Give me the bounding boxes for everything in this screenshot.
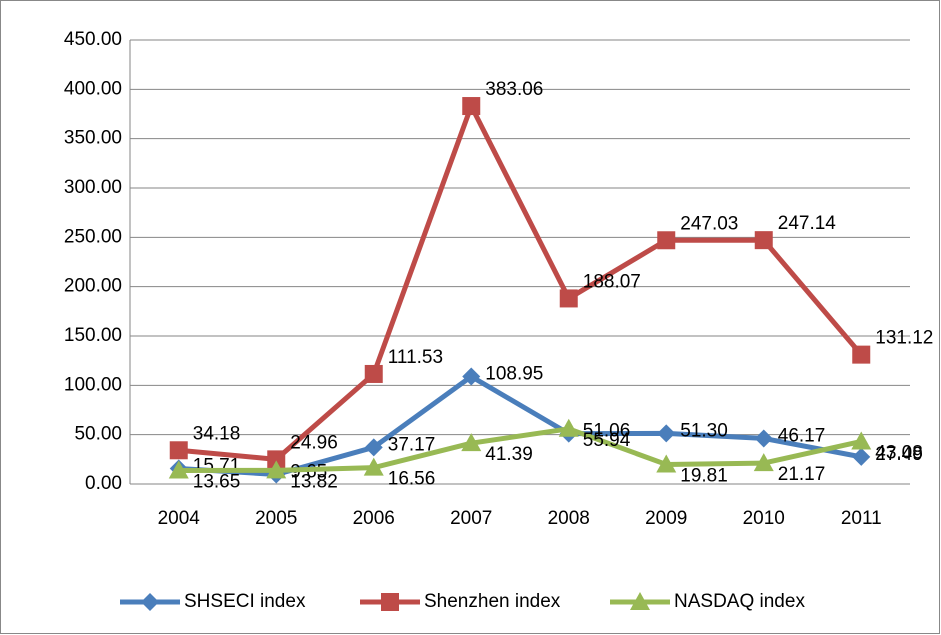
- y-tick-label: 200.00: [64, 276, 122, 297]
- y-tick-label: 350.00: [64, 128, 122, 149]
- x-tick-label: 2004: [158, 508, 201, 529]
- marker: [851, 431, 872, 450]
- legend-label: Shenzhen index: [424, 591, 561, 612]
- marker: [630, 592, 650, 610]
- marker: [754, 429, 773, 448]
- marker: [754, 231, 773, 250]
- marker: [364, 364, 383, 383]
- x-tick-label: 2006: [353, 508, 395, 529]
- data-label: 383.06: [485, 79, 543, 100]
- data-label: 27.49: [875, 444, 923, 465]
- series-line: [178, 426, 862, 474]
- data-label: 55.94: [583, 430, 631, 451]
- data-label: 51.30: [680, 420, 728, 441]
- data-label: 34.18: [193, 423, 241, 444]
- data-label: 131.12: [875, 328, 933, 349]
- data-label: 24.96: [290, 432, 338, 453]
- data-label: 108.95: [485, 364, 543, 385]
- marker: [266, 460, 287, 479]
- series-line: [178, 103, 864, 462]
- marker: [169, 441, 188, 460]
- data-label: 188.07: [583, 271, 641, 292]
- data-label: 19.81: [680, 465, 728, 486]
- marker: [381, 593, 399, 611]
- legend-label: NASDAQ index: [674, 591, 805, 612]
- marker: [168, 460, 189, 479]
- marker: [141, 593, 159, 611]
- x-tick-label: 2008: [548, 508, 590, 529]
- marker: [462, 367, 481, 386]
- data-label: 41.39: [485, 444, 533, 465]
- x-tick-label: 2005: [255, 508, 297, 529]
- marker: [852, 345, 871, 364]
- marker: [363, 457, 384, 476]
- data-label: 46.17: [778, 425, 826, 446]
- x-tick-label: 2010: [743, 508, 785, 529]
- data-label: 21.17: [778, 464, 826, 485]
- data-label: 13.82: [290, 471, 338, 492]
- marker: [657, 424, 676, 443]
- marker: [656, 454, 677, 473]
- data-label: 43.08: [875, 443, 923, 464]
- x-tick-label: 2007: [450, 508, 492, 529]
- y-tick-label: 400.00: [64, 78, 122, 99]
- marker: [657, 231, 676, 250]
- y-tick-label: 450.00: [64, 29, 122, 50]
- marker: [364, 438, 383, 457]
- data-label: 111.53: [388, 347, 443, 368]
- x-tick-label: 2011: [841, 508, 882, 529]
- data-label: 13.65: [193, 472, 241, 493]
- marker: [461, 433, 482, 452]
- marker: [558, 418, 579, 437]
- y-tick-label: 300.00: [64, 177, 122, 198]
- y-tick-label: 0.00: [85, 473, 122, 494]
- data-label: 37.17: [388, 434, 436, 455]
- data-label: 247.14: [778, 213, 837, 234]
- marker: [267, 450, 286, 469]
- y-tick-label: 250.00: [64, 226, 122, 247]
- data-label: 16.56: [388, 469, 436, 490]
- marker: [852, 447, 871, 466]
- x-tick-label: 2009: [645, 508, 687, 529]
- legend-label: SHSECI index: [184, 591, 306, 612]
- marker: [559, 289, 578, 308]
- y-tick-label: 50.00: [74, 424, 122, 445]
- y-tick-label: 100.00: [64, 374, 122, 395]
- y-tick-label: 150.00: [64, 325, 122, 346]
- data-label: 247.03: [680, 213, 738, 234]
- marker: [753, 453, 774, 472]
- marker: [462, 97, 481, 116]
